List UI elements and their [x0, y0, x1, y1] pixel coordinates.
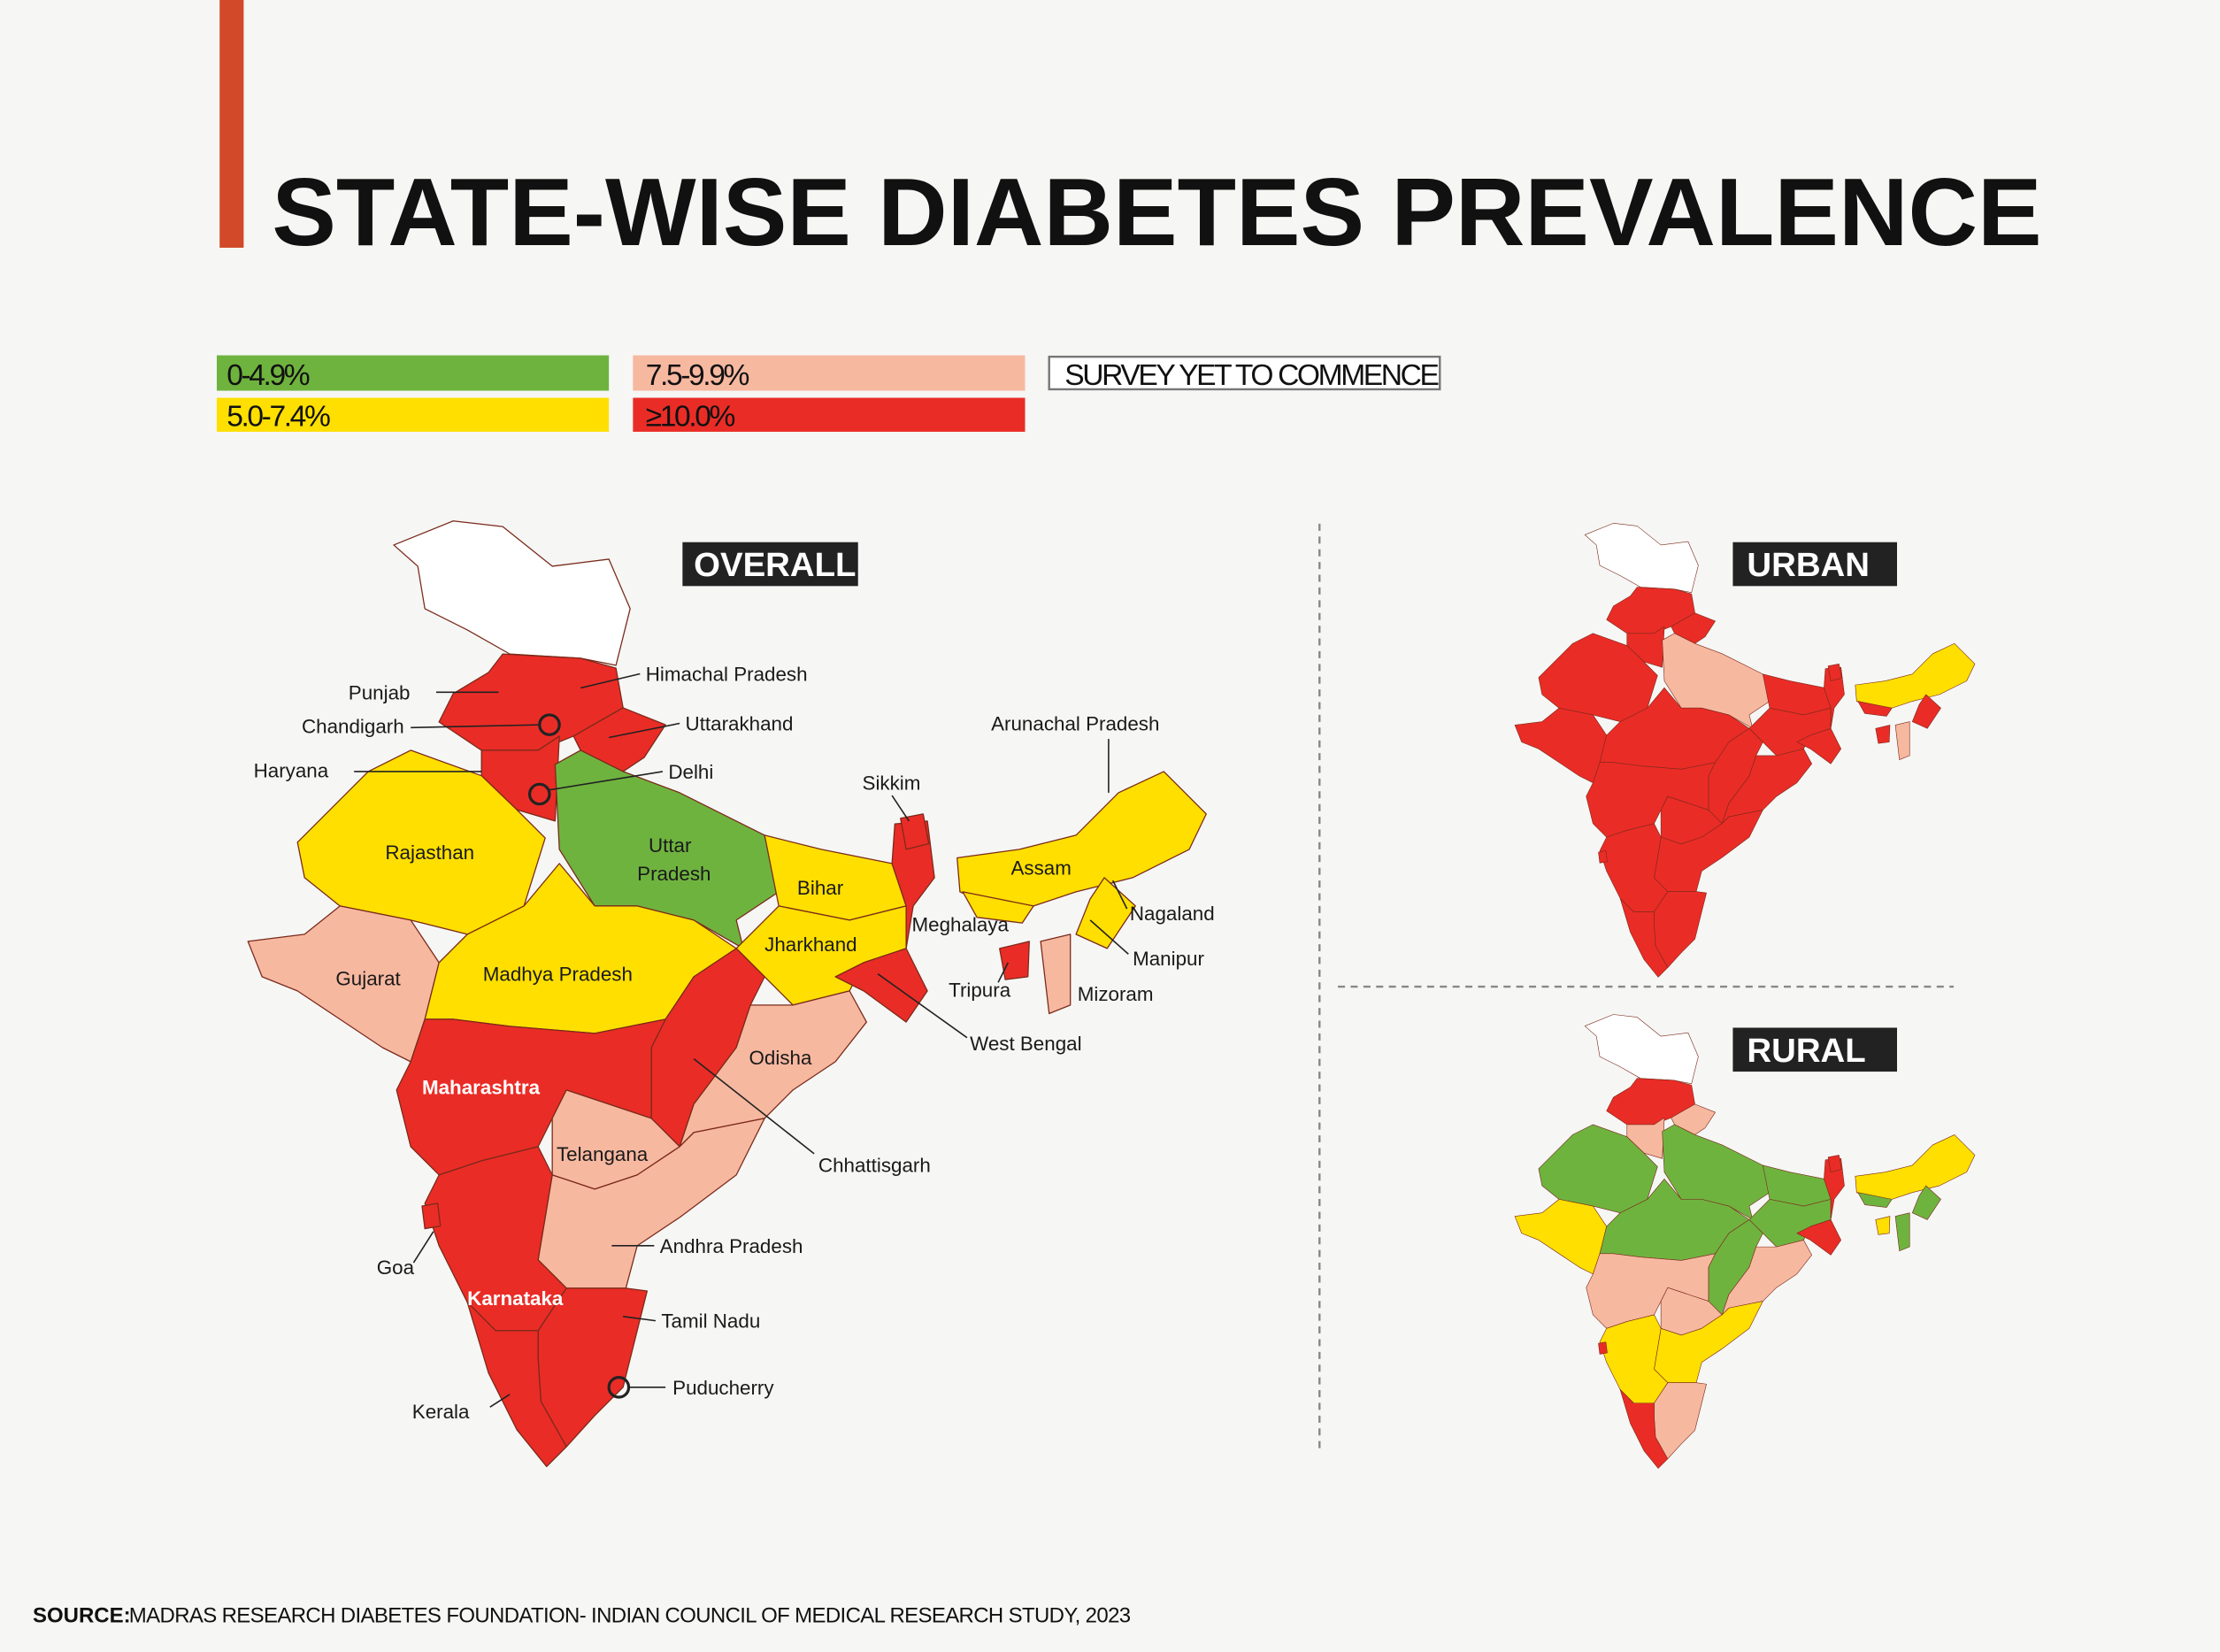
delhi-marker — [527, 782, 551, 806]
state-jammu-kashmir — [1584, 523, 1699, 593]
state-meghalaya — [962, 891, 1034, 924]
accent-bar — [219, 0, 244, 248]
label-uttar: Uttar — [649, 834, 692, 857]
label-karnataka: Karnataka — [467, 1287, 564, 1310]
state-west-bengal — [1796, 1157, 1845, 1256]
label-bihar: Bihar — [797, 877, 844, 899]
state-meghalaya — [1857, 701, 1893, 717]
urban-tag — [1732, 542, 1898, 587]
label-tamil-nadu: Tamil Nadu — [661, 1310, 760, 1333]
legend-label: 7.5-9.9% — [646, 359, 749, 392]
legend-swatch-7.5-9.9 — [633, 355, 1026, 391]
state-odisha — [1721, 749, 1812, 825]
state-sikkim — [1827, 1155, 1842, 1172]
state-kerala — [1619, 1389, 1669, 1469]
label-telangana: Telangana — [557, 1143, 649, 1165]
chandigarh-marker — [538, 713, 561, 736]
leader-lines — [354, 672, 1129, 1408]
label-maharashtra: Maharashtra — [422, 1077, 541, 1099]
overall-tag-label: OVERALL — [694, 546, 856, 584]
legend-label: 0-4.9% — [227, 359, 310, 392]
label-himachal-pradesh: Himachal Pradesh — [646, 664, 808, 686]
label-jharkhand: Jharkhand — [764, 934, 857, 956]
state-west-bengal — [1796, 666, 1845, 765]
state-goa — [421, 1203, 442, 1230]
state-goa — [1598, 1341, 1608, 1355]
legend-label: 5.0-7.4% — [227, 401, 330, 434]
state-tripura — [1875, 725, 1891, 744]
state-labels: Himachal Pradesh Punjab Chandigarh Uttar… — [254, 664, 1215, 1424]
state-rajasthan — [296, 749, 546, 935]
legend-swatch-no-survey — [1048, 355, 1441, 391]
rural-tag — [1732, 1027, 1898, 1072]
state-odisha — [679, 990, 867, 1148]
legend-label: SURVEY YET TO COMMENCE — [1064, 359, 1438, 392]
state-kerala — [466, 1302, 567, 1468]
state-mizoram — [1894, 1212, 1910, 1252]
label-puducherry: Puducherry — [672, 1377, 774, 1399]
label-madhya-pradesh: Madhya Pradesh — [483, 964, 633, 986]
label-meghalaya: Meghalaya — [912, 914, 1010, 936]
label-haryana: Haryana — [254, 759, 329, 781]
rural-tag-label: RURAL — [1747, 1032, 1865, 1070]
state-manipur-nagaland — [1911, 1185, 1941, 1220]
label-nagaland: Nagaland — [1130, 903, 1215, 925]
label-gujarat: Gujarat — [335, 967, 401, 989]
state-kerala — [1619, 897, 1669, 978]
state-sikkim — [900, 813, 930, 850]
rural-map — [1514, 1014, 1976, 1469]
overall-tag — [682, 542, 858, 587]
legend-swatch-0-4.9 — [217, 355, 610, 391]
legend-swatch-10-plus — [633, 397, 1026, 432]
label-west-bengal: West Bengal — [970, 1033, 1081, 1055]
label-odisha: Odisha — [749, 1047, 812, 1069]
label-punjab: Punjab — [349, 681, 411, 703]
state-sikkim — [1827, 664, 1842, 681]
state-rajasthan — [1538, 1124, 1658, 1214]
overall-map — [247, 520, 1207, 1468]
state-tripura — [1875, 1216, 1891, 1235]
page-title: STATE-WISE DIABETES PREVALENCE — [272, 159, 2041, 266]
label-chandigarh: Chandigarh — [302, 716, 404, 738]
state-tripura — [999, 941, 1030, 980]
label-delhi: Delhi — [668, 761, 713, 783]
state-manipur-nagaland — [1911, 694, 1941, 729]
source-label: SOURCE: — [33, 1603, 131, 1627]
source-text: MADRAS RESEARCH DIABETES FOUNDATION- IND… — [129, 1603, 1131, 1627]
legend-label: ≥10.0% — [646, 401, 735, 434]
label-sikkim: Sikkim — [863, 772, 921, 795]
label-chhattisgarh: Chhattisgarh — [818, 1155, 931, 1177]
label-tripura: Tripura — [949, 979, 1011, 1001]
legend: 0-4.9% 5.0-7.4% 7.5-9.9% ≥10.0% SURVEY Y… — [217, 355, 1441, 434]
label-mizoram: Mizoram — [1078, 983, 1154, 1005]
label-uttarakhand: Uttarakhand — [686, 713, 794, 735]
label-arunachal-pradesh: Arunachal Pradesh — [991, 713, 1159, 735]
state-rajasthan — [1538, 633, 1658, 722]
label-rajasthan: Rajasthan — [385, 841, 474, 864]
state-goa — [1598, 850, 1608, 864]
urban-map — [1514, 523, 1976, 978]
label-manipur: Manipur — [1133, 948, 1204, 970]
label-assam: Assam — [1011, 857, 1072, 880]
label-andhra-pradesh: Andhra Pradesh — [660, 1235, 803, 1257]
state-mizoram — [1894, 721, 1910, 760]
legend-swatch-5.0-7.4 — [217, 397, 610, 432]
state-jammu-kashmir — [393, 520, 631, 666]
label-kerala: Kerala — [412, 1401, 470, 1423]
urban-tag-label: URBAN — [1747, 546, 1870, 584]
label-pradesh: Pradesh — [637, 863, 711, 885]
label-goa: Goa — [377, 1256, 415, 1279]
state-mizoram — [1040, 934, 1072, 1015]
state-odisha — [1721, 1240, 1812, 1316]
state-jammu-kashmir — [1584, 1014, 1699, 1085]
state-west-bengal — [834, 820, 935, 1023]
state-meghalaya — [1857, 1192, 1893, 1208]
